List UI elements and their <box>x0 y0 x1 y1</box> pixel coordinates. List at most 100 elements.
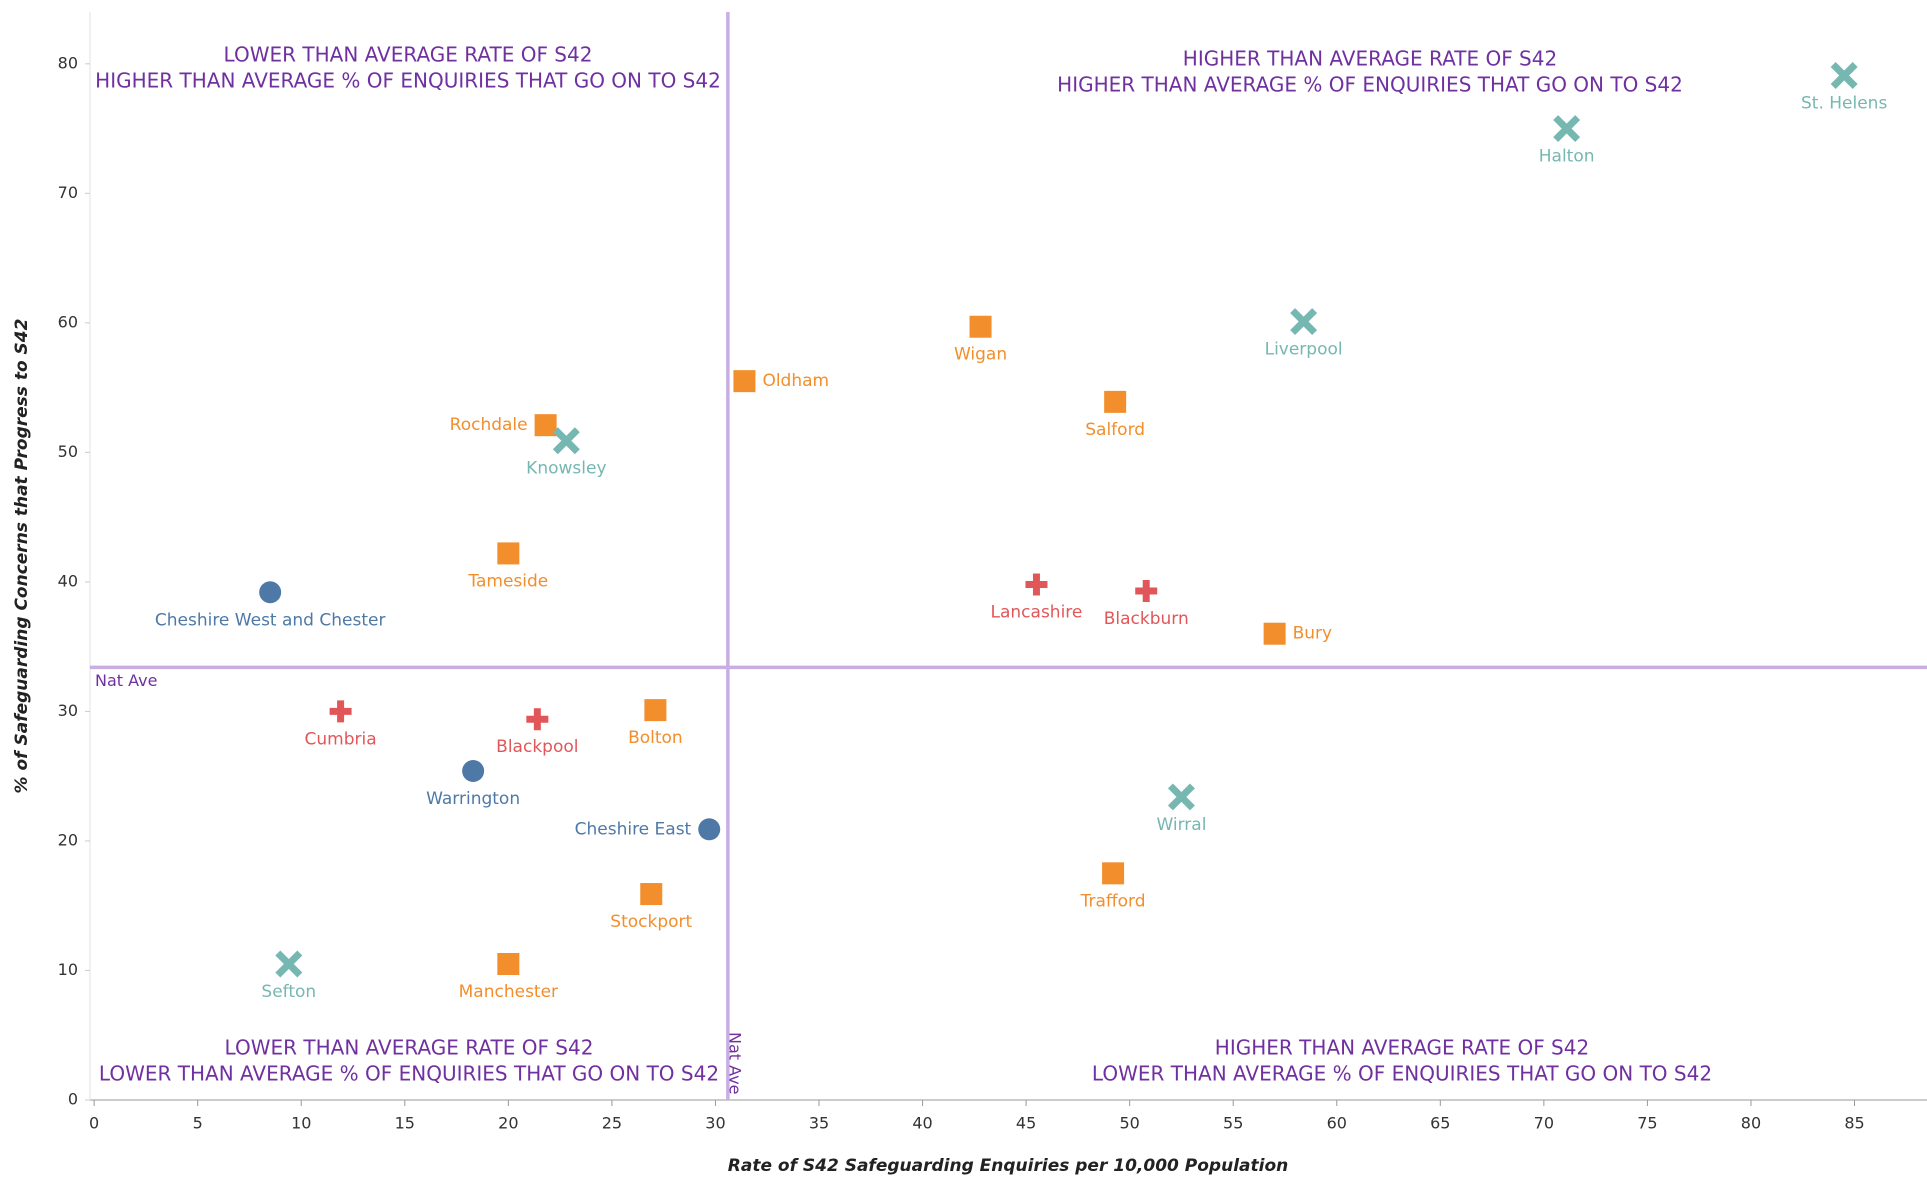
point-label: Trafford <box>1080 891 1146 911</box>
y-tick-label: 0 <box>68 1090 78 1109</box>
marker-shape <box>462 760 485 783</box>
y-tick-label: 50 <box>58 442 78 461</box>
x-tick-label: 35 <box>809 1114 829 1133</box>
y-axis-title: % of Safeguarding Concerns that Progress… <box>12 319 32 794</box>
marker-shape <box>1167 783 1195 811</box>
x-tick-label: 60 <box>1327 1114 1347 1133</box>
point <box>1830 61 1858 89</box>
point <box>1102 862 1125 885</box>
point-label: Wirral <box>1156 815 1206 835</box>
x-tick-label: 75 <box>1637 1114 1657 1133</box>
y-tick-label: 10 <box>58 960 78 979</box>
point-label: Cheshire East <box>575 819 692 839</box>
quadrant-annotation: LOWER THAN AVERAGE % OF ENQUIRIES THAT G… <box>1092 1062 1712 1086</box>
x-tick-label: 50 <box>1119 1114 1139 1133</box>
x-tick-label: 25 <box>602 1114 622 1133</box>
point <box>1263 622 1286 645</box>
x-tick-label: 85 <box>1844 1114 1864 1133</box>
point <box>259 581 282 604</box>
quadrant-annotation: HIGHER THAN AVERAGE RATE OF S42 <box>1215 1036 1589 1060</box>
point-label: Cumbria <box>305 729 377 749</box>
point-label: Lancashire <box>991 602 1083 622</box>
point <box>969 315 992 338</box>
point-label: Knowsley <box>526 459 606 479</box>
point <box>462 760 485 783</box>
y-tick-label: 80 <box>58 53 78 72</box>
reference-label: Nat Ave <box>95 671 157 690</box>
y-tick-label: 30 <box>58 701 78 720</box>
marker-shape <box>552 427 580 455</box>
point-label: Cheshire West and Chester <box>155 610 386 630</box>
marker-shape <box>1102 862 1125 885</box>
point <box>1025 573 1048 596</box>
x-axis-title: Rate of S42 Safeguarding Enquiries per 1… <box>728 1156 1288 1176</box>
point <box>1290 308 1318 336</box>
x-tick-label: 5 <box>193 1114 203 1133</box>
y-tick-label: 60 <box>58 312 78 331</box>
x-tick-label: 0 <box>89 1114 99 1133</box>
point <box>497 953 520 975</box>
marker-shape <box>497 953 520 975</box>
point <box>1553 115 1581 143</box>
y-tick-label: 70 <box>58 183 78 202</box>
point <box>526 708 549 731</box>
point-label: Bolton <box>628 728 683 748</box>
marker-shape <box>1025 573 1048 596</box>
x-tick-label: 65 <box>1430 1114 1450 1133</box>
point-label: Warrington <box>426 789 520 809</box>
marker-shape <box>259 581 282 604</box>
point-label: Rochdale <box>450 415 528 435</box>
quadrant-annotation: LOWER THAN AVERAGE % OF ENQUIRIES THAT G… <box>99 1062 719 1086</box>
point-label: St. Helens <box>1801 93 1887 113</box>
point <box>733 370 756 393</box>
x-tick-label: 10 <box>291 1114 311 1133</box>
marker-shape <box>1553 115 1581 143</box>
quadrant-annotation: LOWER THAN AVERAGE RATE OF S42 <box>224 43 593 67</box>
point <box>329 700 352 723</box>
marker-shape <box>1104 390 1127 413</box>
point <box>552 427 580 455</box>
quadrant-annotation: HIGHER THAN AVERAGE % OF ENQUIRIES THAT … <box>1057 73 1683 97</box>
point <box>497 542 520 565</box>
marker-shape <box>1263 622 1286 645</box>
x-tick-label: 15 <box>395 1114 415 1133</box>
point <box>275 950 303 978</box>
x-tick-label: 40 <box>912 1114 932 1133</box>
x-tick-label: 70 <box>1534 1114 1554 1133</box>
point-label: Tameside <box>467 571 548 591</box>
point <box>1135 579 1158 602</box>
marker-shape <box>640 883 663 906</box>
point-label: Oldham <box>762 371 829 391</box>
point <box>644 699 667 722</box>
point-label: Stockport <box>610 912 692 932</box>
marker-shape <box>329 700 352 723</box>
point-label: Liverpool <box>1265 340 1343 360</box>
point <box>534 414 557 437</box>
point-label: Blackburn <box>1104 609 1189 629</box>
point-label: Bury <box>1293 624 1333 644</box>
point <box>698 818 721 841</box>
point-label: Halton <box>1539 147 1595 167</box>
reference-label: Nat Ave <box>725 1032 744 1094</box>
marker-shape <box>275 950 303 978</box>
marker-shape <box>733 370 756 393</box>
marker-shape <box>1135 579 1158 602</box>
point-label: Salford <box>1085 420 1145 440</box>
quadrant-annotation: LOWER THAN AVERAGE RATE OF S42 <box>225 1036 594 1060</box>
point-label: Wigan <box>954 345 1007 365</box>
point <box>640 883 663 906</box>
x-tick-label: 45 <box>1016 1114 1036 1133</box>
y-tick-label: 20 <box>58 830 78 849</box>
marker-shape <box>698 818 721 841</box>
marker-shape <box>1290 308 1318 336</box>
x-tick-label: 30 <box>705 1114 725 1133</box>
point <box>1167 783 1195 811</box>
x-tick-label: 80 <box>1741 1114 1761 1133</box>
point <box>1104 390 1127 413</box>
marker-shape <box>534 414 557 437</box>
quadrant-annotation: HIGHER THAN AVERAGE % OF ENQUIRIES THAT … <box>95 69 721 93</box>
x-tick-label: 55 <box>1223 1114 1243 1133</box>
point-label: Sefton <box>261 982 316 1002</box>
marker-shape <box>644 699 667 722</box>
